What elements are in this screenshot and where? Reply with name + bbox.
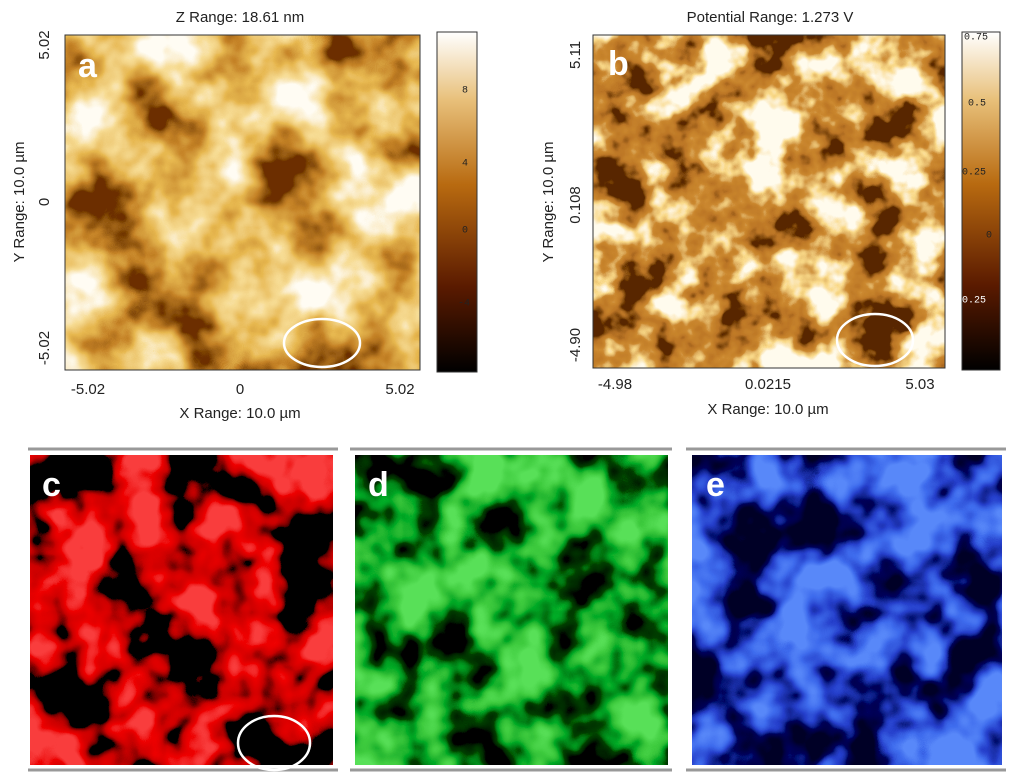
x-tick-label: -4.98: [598, 376, 632, 393]
image-frame: [592, 34, 946, 369]
x-tick-label: 0: [236, 381, 244, 398]
colorbar-tick: -4: [458, 299, 470, 310]
colorbar: [961, 31, 1001, 371]
y-tick-label: 0.108: [567, 186, 584, 224]
y-axis-label: Y Range: 10.0 µm: [11, 142, 28, 263]
x-tick-label: 5.02: [385, 381, 414, 398]
y-tick-label: 5.11: [567, 41, 584, 69]
eds-map-blue: [692, 455, 1002, 765]
x-axis-label: X Range: 10.0 µm: [707, 401, 828, 418]
colorbar: [436, 31, 478, 373]
eds-map-red: [30, 455, 333, 765]
colorbar-tick: 0.25: [962, 168, 986, 179]
y-axis-label: Y Range: 10.0 µm: [540, 142, 557, 263]
panel-label: e: [706, 466, 725, 504]
x-tick-label: 5.03: [905, 376, 934, 393]
panel-title: Potential Range: 1.273 V: [687, 9, 854, 26]
x-axis-label: X Range: 10.0 µm: [179, 405, 300, 422]
colorbar-tick: 0.5: [968, 99, 986, 110]
y-tick-label: 0: [36, 198, 53, 206]
panel-label: c: [42, 466, 61, 504]
kpfm-potential-image: [593, 35, 945, 368]
y-tick-label: -4.90: [567, 328, 584, 362]
image-frame: [64, 34, 421, 371]
panel-title: Z Range: 18.61 nm: [176, 9, 304, 26]
x-tick-label: -5.02: [71, 381, 105, 398]
colorbar-tick: 0.25: [962, 296, 986, 307]
highlight-circle: [236, 714, 312, 772]
panel-label: d: [368, 466, 389, 504]
y-tick-label: -5.02: [36, 331, 53, 365]
y-tick-label: 5.02: [36, 30, 53, 59]
highlight-circle: [282, 317, 362, 369]
highlight-circle: [835, 312, 915, 368]
afm-topography-image: [65, 35, 420, 370]
colorbar-tick: 0: [462, 226, 468, 237]
eds-map-green: [355, 455, 668, 765]
colorbar-tick: 0.75: [964, 33, 988, 44]
panel-label: a: [78, 47, 98, 85]
colorbar-tick: 4: [462, 159, 468, 170]
panel-label: b: [608, 45, 629, 83]
colorbar-tick: 8: [462, 86, 468, 97]
x-tick-label: 0.0215: [745, 376, 791, 393]
separator-lines: [28, 447, 1006, 772]
colorbar-tick: 0: [986, 231, 992, 242]
